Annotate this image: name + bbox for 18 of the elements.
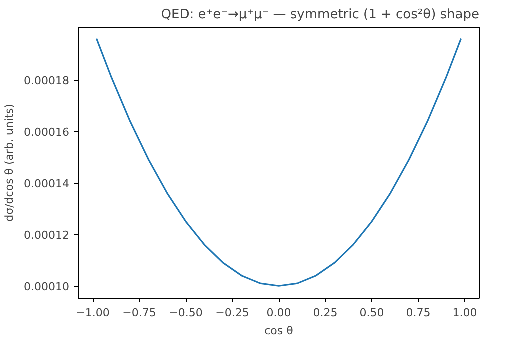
y-axis-title: dσ/dcos θ (arb. units) <box>3 104 16 222</box>
y-tick-label: 0.00012 <box>24 229 70 242</box>
chart-title: QED: e⁺e⁻→μ⁺μ⁻ — symmetric (1 + cos²θ) shape <box>161 8 480 22</box>
y-tick-label: 0.00014 <box>24 178 70 191</box>
x-axis-title: cos θ <box>264 324 294 338</box>
x-tick-label: −0.25 <box>216 306 250 320</box>
y-tick-label: 0.00016 <box>24 126 70 140</box>
x-tick-label: 0.00 <box>266 306 292 320</box>
x-tick-label: −0.50 <box>169 306 203 320</box>
x-tick-label: 0.50 <box>360 306 384 320</box>
line-series <box>96 38 462 287</box>
y-tick-label: 0.00018 <box>24 74 70 88</box>
y-tick-label: 0.00010 <box>24 280 70 294</box>
x-tick-label: −0.75 <box>122 306 156 320</box>
x-tick-label: 1.00 <box>452 306 478 320</box>
x-tick-label: 0.75 <box>406 306 431 320</box>
x-tick-label: 0.25 <box>313 306 338 320</box>
x-tick-label: −1.00 <box>76 306 110 320</box>
